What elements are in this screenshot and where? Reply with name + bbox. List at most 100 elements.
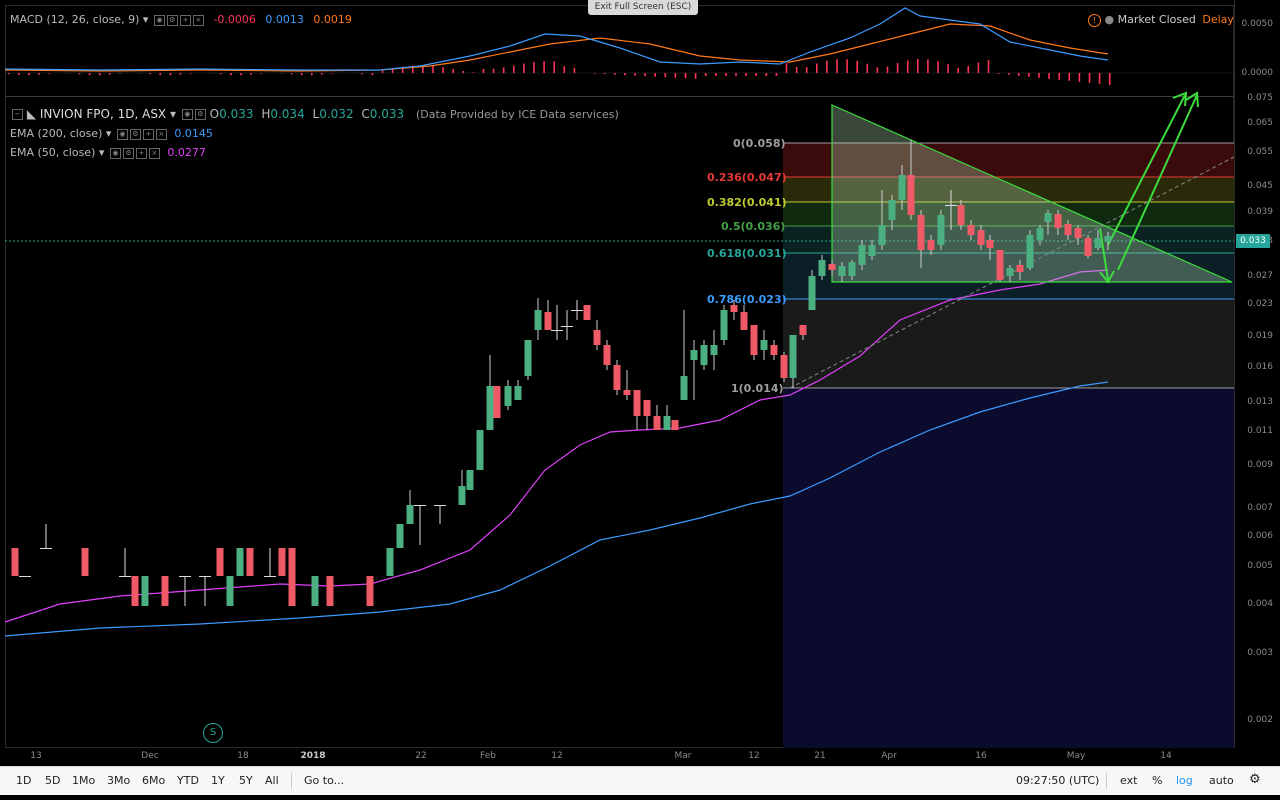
toolbar-divider	[291, 773, 292, 789]
price-axis[interactable]: 0.0050 0.0000 0.075 0.065 0.055 0.045 0.039 0…	[1234, 0, 1280, 748]
fib-retracement[interactable]	[783, 142, 1234, 748]
range-1mo[interactable]: 1Mo	[72, 774, 96, 787]
eye-icon[interactable]: ◉	[109, 147, 121, 159]
close-icon[interactable]: ×	[148, 147, 160, 159]
eye-icon[interactable]: ◉	[116, 128, 128, 140]
macd-hist-bar	[694, 73, 697, 79]
close-icon[interactable]: ×	[192, 14, 204, 26]
range-6mo[interactable]: 6Mo	[142, 774, 166, 787]
macd-hist-bar	[644, 73, 646, 77]
time-axis[interactable]: 13 Dec 18 2018 22 Feb 12 Mar 12 21 Apr 16 May 14	[0, 748, 1234, 766]
macd-hist-bar	[634, 73, 636, 76]
pane-separator[interactable]	[5, 96, 1234, 97]
candle-body	[593, 330, 601, 345]
candle-body	[1016, 265, 1024, 272]
time-axis-tick: Feb	[480, 751, 496, 761]
candle-body	[583, 305, 591, 320]
macd-hist-bar	[1048, 73, 1050, 79]
macd-hist-bar	[38, 73, 40, 75]
macd-hist-bar	[8, 73, 10, 75]
candle-body	[690, 350, 698, 360]
price-axis-tick: 0.027	[1247, 271, 1273, 281]
candle-body	[700, 345, 708, 365]
candle-body	[11, 548, 19, 576]
clock-time[interactable]: 09:27:50 (UTC)	[1016, 774, 1100, 787]
macd-label: MACD (12, 26, close, 9)	[10, 13, 140, 26]
dropdown-caret-icon[interactable]: ▾	[169, 107, 177, 121]
price-axis-tick: 0.045	[1247, 181, 1273, 191]
candle-body	[199, 576, 211, 577]
macd-hist-bar	[866, 63, 869, 73]
close-value: 0.033	[369, 107, 405, 121]
ema50-value: 0.0277	[167, 146, 206, 159]
ema200-label[interactable]: EMA (200, close)	[10, 127, 103, 140]
gear-icon[interactable]: ⚙	[122, 147, 134, 159]
macd-pane[interactable]	[4, 7, 1234, 85]
range-ytd[interactable]: YTD	[177, 774, 199, 787]
plus-icon[interactable]: +	[179, 14, 191, 26]
gear-icon[interactable]: ⚙	[166, 14, 178, 26]
settings-gear-icon[interactable]: ⚙	[1249, 772, 1261, 787]
dropdown-caret-icon[interactable]: ▾	[105, 127, 112, 140]
symbol-title[interactable]: INVION FPO, 1D, ASX	[39, 107, 167, 121]
candlesticks[interactable]	[11, 140, 1112, 606]
flag-icon: ◣	[26, 107, 37, 121]
candle-body	[226, 576, 234, 606]
time-axis-tick: 12	[748, 751, 760, 761]
fib-label-5: 0.5(0.036)	[721, 220, 786, 233]
plus-icon[interactable]: +	[142, 128, 154, 140]
macd-hist-bar	[513, 65, 515, 73]
range-all[interactable]: All	[265, 774, 279, 787]
price-axis-tick: 0.013	[1247, 397, 1273, 407]
candle-body	[534, 310, 542, 330]
exit-fullscreen-button[interactable]: Exit Full Screen (ESC)	[588, 0, 698, 15]
range-5d[interactable]: 5D	[45, 774, 61, 787]
candle-body	[406, 505, 414, 524]
macd-legend: MACD (12, 26, close, 9) ▾ ◉ ⚙ + × -0.0006 0…	[10, 13, 352, 26]
candle-body	[799, 325, 807, 335]
gear-icon[interactable]: ⚙	[129, 128, 141, 140]
dropdown-caret-icon[interactable]: ▾	[98, 146, 105, 159]
market-status: ! ● Market Closed Delayed	[1088, 13, 1248, 27]
price-chart[interactable]	[0, 0, 1234, 748]
macd-hist-bar	[260, 73, 263, 74]
macd-signal-value: 0.0019	[313, 13, 352, 26]
macd-hist-bar	[220, 73, 222, 75]
ema50-label[interactable]: EMA (50, close)	[10, 146, 96, 159]
macd-hist-bar	[836, 59, 838, 73]
auto-toggle[interactable]: auto	[1209, 774, 1234, 787]
macd-hist-bar	[250, 73, 252, 75]
candle-body	[119, 576, 131, 577]
goto-button[interactable]: Go to...	[304, 774, 345, 787]
session-marker[interactable]: S	[203, 723, 223, 743]
candle-body	[740, 312, 748, 330]
macd-hist-bar	[846, 59, 848, 73]
ema50-line[interactable]	[4, 269, 1109, 623]
range-1y[interactable]: 1Y	[211, 774, 225, 787]
macd-hist-bar	[654, 73, 656, 77]
candle-body	[311, 576, 319, 606]
price-axis-tick: 0.011	[1247, 426, 1273, 436]
gear-icon[interactable]: ⚙	[194, 109, 206, 120]
candle-body	[945, 205, 957, 206]
time-axis-tick: May	[1066, 751, 1086, 761]
log-toggle[interactable]: log	[1176, 774, 1193, 787]
ema200-line[interactable]	[4, 381, 1109, 637]
percent-toggle[interactable]: %	[1152, 774, 1163, 787]
macd-hist-value: -0.0006	[213, 13, 256, 26]
range-1d[interactable]: 1D	[16, 774, 32, 787]
plus-icon[interactable]: +	[135, 147, 147, 159]
ext-toggle[interactable]: ext	[1120, 774, 1138, 787]
range-3mo[interactable]: 3Mo	[107, 774, 131, 787]
candle-body	[1054, 214, 1062, 228]
dropdown-caret-icon[interactable]: ▾	[142, 13, 149, 26]
eye-icon[interactable]: ◉	[181, 109, 193, 120]
projection-arrows[interactable]	[1099, 91, 1199, 284]
fib-zone-2	[783, 202, 1234, 226]
collapse-icon[interactable]: −	[12, 109, 23, 120]
candle-body	[561, 326, 573, 327]
eye-icon[interactable]: ◉	[153, 14, 165, 26]
range-5y[interactable]: 5Y	[239, 774, 253, 787]
macd-hist-bar	[573, 67, 576, 73]
close-icon[interactable]: ×	[155, 128, 167, 140]
